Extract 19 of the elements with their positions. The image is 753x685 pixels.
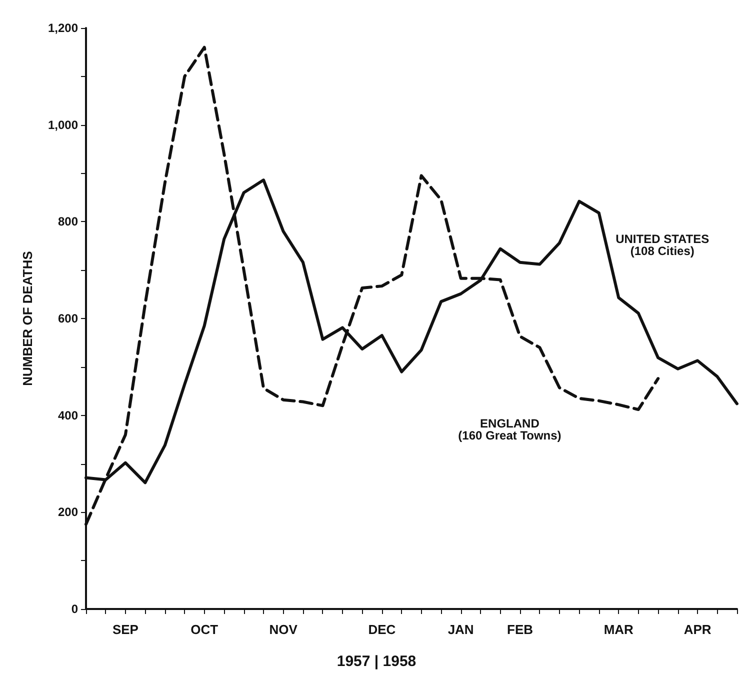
x-tick-label: NOV	[269, 622, 298, 637]
x-tick-label: SEP	[112, 622, 139, 637]
x-tick-label: FEB	[507, 622, 533, 637]
y-tick-label: 600	[58, 312, 78, 326]
y-axis-title: NUMBER OF DEATHS	[20, 250, 35, 386]
x-tick-label: APR	[684, 622, 712, 637]
x-tick-label: JAN	[448, 622, 474, 637]
series-label: UNITED STATES (108 Cities)	[616, 232, 710, 258]
text: ENGLAND (160 Great Towns)	[458, 416, 562, 443]
y-tick-label: 200	[58, 505, 78, 520]
y-tick-label: 400	[58, 408, 78, 422]
x-tick-label: OCT	[190, 622, 218, 637]
y-tick-label: 1,200	[48, 21, 78, 35]
x-tick-label: MAR	[604, 622, 634, 637]
y-tick-label: 0	[71, 602, 78, 616]
y-tick-label: 1,000	[48, 118, 78, 132]
y-tick-label: 800	[58, 214, 78, 229]
text: 1957 | 1958	[336, 653, 416, 670]
x-tick-label: DEC	[368, 622, 396, 637]
